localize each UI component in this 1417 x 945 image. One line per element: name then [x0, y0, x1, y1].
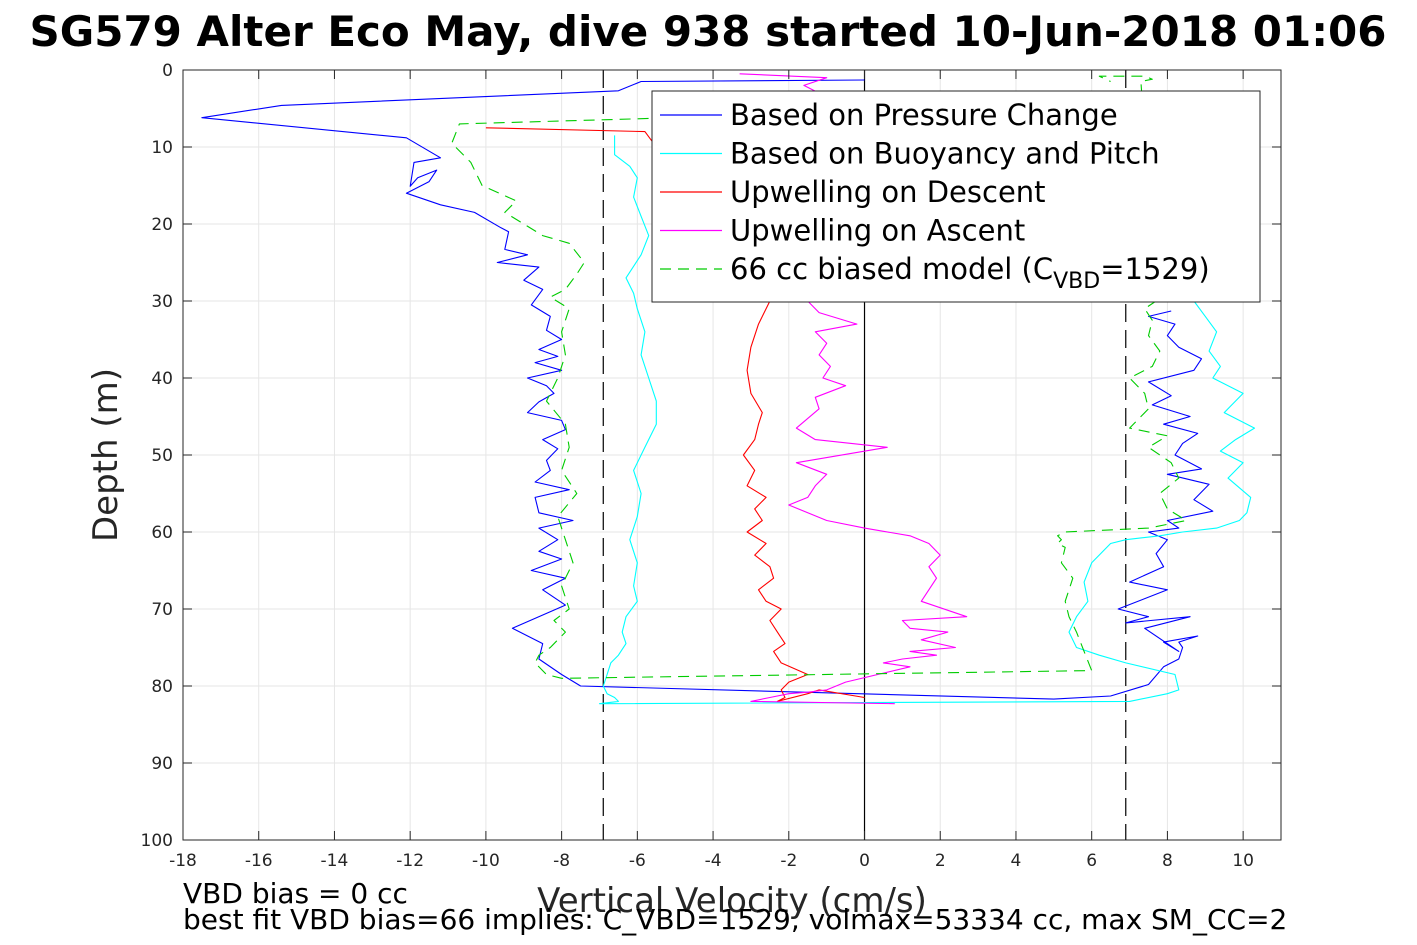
- y-tick-label: 70: [151, 600, 173, 620]
- x-tick-label: -4: [705, 851, 722, 871]
- x-tick-label: 8: [1162, 851, 1173, 871]
- series-line-4: [739, 73, 968, 705]
- y-tick-label: 80: [151, 677, 173, 697]
- series-line-1: [201, 79, 1214, 700]
- y-tick-label: 30: [151, 292, 173, 312]
- x-tick-label: 2: [935, 851, 946, 871]
- y-tick-label: 50: [151, 446, 173, 466]
- y-axis-ticks: 0 10 20 30 40 50 60 70 80 90 100: [141, 61, 1281, 851]
- y-tick-label: 60: [151, 523, 173, 543]
- y-tick-label: 20: [151, 215, 173, 235]
- x-axis-label: Vertical Velocity (cm/s): [537, 881, 927, 921]
- x-tick-label: -10: [472, 851, 500, 871]
- x-tick-label: -14: [321, 851, 349, 871]
- x-tick-label: 6: [1086, 851, 1097, 871]
- vbd-bias-note: VBD bias = 0 cc: [183, 877, 408, 910]
- series-line-2: [598, 135, 1256, 705]
- legend: Based on Pressure Change Based on Buoyanc…: [651, 90, 1261, 303]
- best-fit-note: best fit VBD bias=66 implies: C_VBD=1529…: [183, 903, 1287, 936]
- y-tick-label: 90: [151, 754, 173, 774]
- x-tick-label: -16: [245, 851, 273, 871]
- series-line-3: [485, 127, 865, 702]
- legend-label: Upwelling on Ascent: [730, 214, 1025, 248]
- y-tick-label: 0: [162, 61, 173, 81]
- y-tick-label: 40: [151, 369, 173, 389]
- x-axis-ticks: -18 -16 -14 -12 -10 -8 -6 -4 -2 0 2 4 6 8 10: [169, 70, 1254, 871]
- legend-label: Upwelling on Descent: [730, 175, 1046, 209]
- y-axis-label: Depth (m): [86, 368, 126, 542]
- y-tick-label: 10: [151, 138, 173, 158]
- x-tick-label: -6: [629, 851, 646, 871]
- legend-label: Based on Buoyancy and Pitch: [730, 137, 1160, 171]
- x-tick-label: -18: [169, 851, 197, 871]
- x-tick-label: -12: [396, 851, 424, 871]
- chart-title: SG579 Alter Eco May, dive 938 started 10…: [30, 7, 1387, 56]
- legend-box: [651, 90, 1261, 303]
- data-series: [201, 73, 1256, 705]
- x-tick-label: 0: [859, 851, 870, 871]
- x-tick-label: 10: [1232, 851, 1254, 871]
- legend-label: 66 cc biased model (CVBD=1529): [730, 252, 1210, 294]
- legend-label: Based on Pressure Change: [730, 98, 1118, 132]
- series-line-5: [451, 75, 1187, 679]
- x-tick-label: -8: [553, 851, 570, 871]
- x-tick-label: 4: [1011, 851, 1022, 871]
- y-tick-label: 100: [141, 831, 173, 851]
- x-tick-label: -2: [780, 851, 797, 871]
